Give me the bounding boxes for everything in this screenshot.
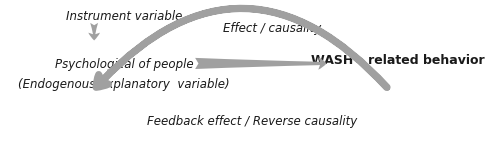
Text: Effect / causality: Effect / causality — [223, 22, 322, 34]
Text: (Endogenous explanatory  variable): (Endogenous explanatory variable) — [18, 78, 230, 91]
Text: WASH – related behavior: WASH – related behavior — [311, 54, 484, 67]
Text: Psychological of people: Psychological of people — [54, 58, 193, 71]
Text: Feedback effect / Reverse causality: Feedback effect / Reverse causality — [146, 116, 357, 128]
FancyArrowPatch shape — [96, 8, 387, 88]
Text: Instrument variable: Instrument variable — [66, 10, 182, 23]
